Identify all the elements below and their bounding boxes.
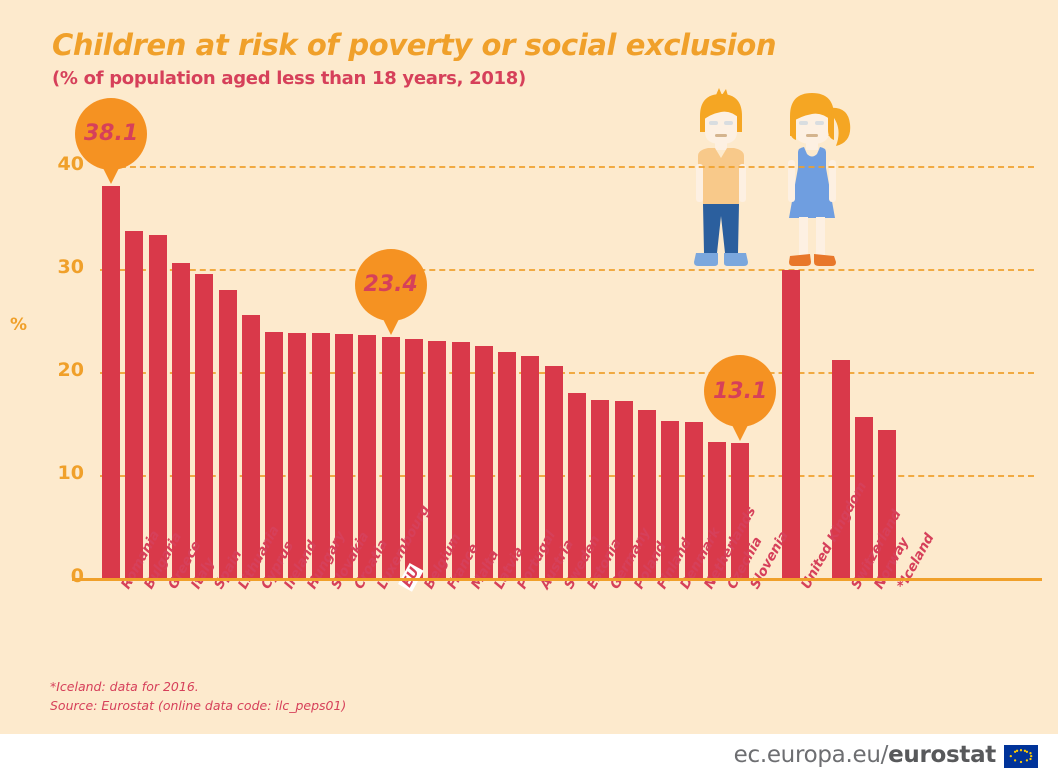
footer-bar: ec.europa.eu/eurostat [0,734,1058,773]
y-tick-30: 30 [57,256,84,278]
y-tick-20: 20 [57,359,84,381]
bar-croatia [335,333,353,578]
bar-slovenia [731,443,750,578]
bar-belgium [404,339,423,578]
gridline-40 [100,166,1034,168]
footnote-line-1: *Iceland: data for 2016. [50,679,199,694]
bar-denmark [661,421,680,578]
boy-figure [694,88,748,266]
gridline-30 [100,269,1034,271]
y-axis-unit-label: % [10,315,28,335]
y-tick-40: 40 [57,153,84,175]
bar-estonia [568,392,586,578]
page-title: Children at risk of poverty or social ex… [52,28,777,62]
girl-figure [788,93,851,266]
children-illustration [686,88,866,273]
bar-cyprus [241,315,260,578]
bar-ireland [265,331,284,578]
bar-slovakia [311,332,330,578]
callout-tail-slovenia [731,423,750,442]
bar-unitedkingdom [782,270,801,578]
bar-finland [637,410,656,578]
url-prefix: ec.europa.eu/ [733,742,889,768]
bar-hungary [288,332,307,578]
bar-romania [102,185,120,578]
bar-lithuania [218,289,237,578]
bar-poland [614,400,633,578]
bar-switzerland [831,359,850,578]
bar-czechia [707,442,726,578]
callout-bubble-romania: 38.1 [75,97,147,170]
bar-luxembourg [358,334,377,578]
bar-norway [855,417,873,578]
callout-bubble-slovenia: 13.1 [704,355,777,428]
bar-italy [171,262,190,578]
bar-eu [381,336,400,578]
bar-austria [521,355,540,578]
bar-malta [451,342,470,578]
european-union-flag-icon [1004,745,1038,768]
axis-baseline [72,578,1042,581]
bar-iceland [878,429,897,578]
url-brand: eurostat [888,742,996,768]
gridline-20 [100,372,1034,374]
bar-spain [195,274,214,578]
bar-chart: % 0 10 20 30 40 Romania Bulgaria Greece Italy Sp… [10,97,1042,592]
bar-germany [591,399,610,578]
gridline-10 [100,475,1034,477]
footnote-line-2: Source: Eurostat (online data code: ilc_… [50,698,347,714]
page-subtitle: (% of population aged less than 18 years… [52,68,526,89]
y-tick-0: 0 [70,565,84,587]
bar-netherlands [684,422,703,578]
bar-sweden [544,365,563,578]
bar-bulgaria [125,230,144,578]
callout-bubble-eu: 23.4 [354,248,427,321]
bar-france [428,341,447,578]
eurostat-url[interactable]: ec.europa.eu/eurostat [733,742,997,768]
footnote: *Iceland: data for 2016. Source: Eurosta… [50,677,346,716]
bar-latvia [474,346,493,578]
callout-tail-romania [102,165,120,184]
callout-tail-eu [381,316,400,335]
bar-portugal [498,352,517,578]
bar-greece [148,235,167,578]
y-tick-10: 10 [57,462,84,484]
